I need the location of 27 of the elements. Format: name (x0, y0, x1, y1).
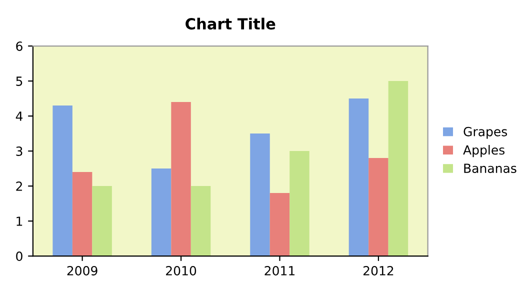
bar (72, 172, 92, 256)
x-tick-label: 2009 (67, 266, 98, 276)
bar (250, 134, 270, 256)
bar (171, 102, 191, 256)
legend-label: Apples (463, 144, 504, 158)
bar (368, 158, 388, 256)
x-tick-label: 2010 (166, 266, 196, 276)
bar (52, 106, 72, 256)
bar (190, 186, 211, 256)
y-tick-label: 1 (16, 216, 22, 226)
y-tick-label: 3 (16, 146, 22, 156)
y-tick-label: 6 (16, 41, 22, 51)
x-tick-label: 2011 (264, 266, 294, 276)
y-tick-label: 2 (16, 182, 22, 191)
y-tick-label: 4 (16, 112, 23, 121)
x-tick-label: 2012 (363, 266, 394, 276)
y-tick-label: 0 (16, 252, 22, 261)
y-tick-label: 5 (16, 76, 22, 86)
bar (290, 151, 310, 256)
bar (92, 186, 112, 256)
legend-label: Grapes (464, 126, 508, 139)
bar (388, 81, 408, 256)
chart-title: Chart Title (186, 18, 276, 30)
legend-label: Bananas (464, 164, 516, 174)
bar (270, 193, 290, 256)
bar (348, 98, 369, 256)
bar (151, 168, 172, 256)
